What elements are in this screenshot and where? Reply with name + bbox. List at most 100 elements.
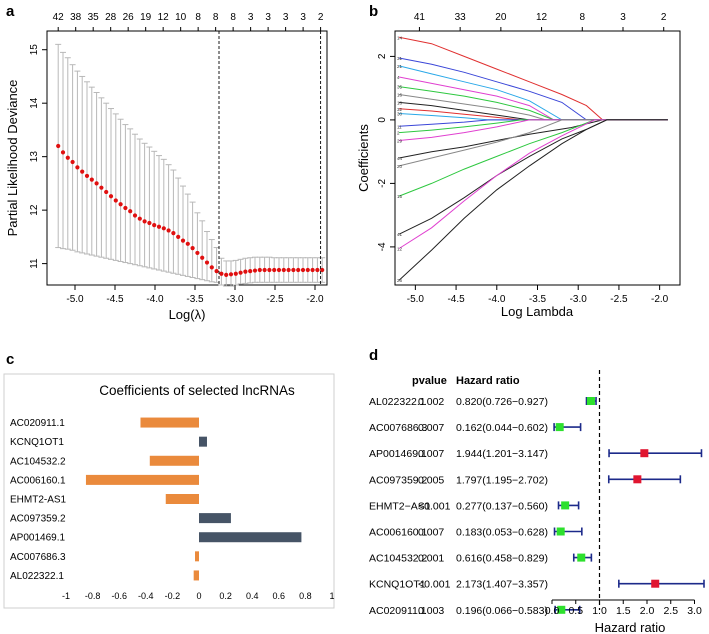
deviance-point	[60, 150, 66, 155]
coef-bar	[193, 570, 199, 581]
x-tick-label: -0.8	[85, 591, 101, 601]
top-tick-label: 28	[105, 12, 117, 23]
deviance-point	[94, 181, 99, 186]
deviance-point	[248, 268, 253, 274]
top-tick-label: 38	[70, 12, 82, 23]
y-tick-label: 2	[377, 53, 388, 59]
top-tick-label: 8	[213, 12, 219, 23]
row-name: AC097359.2	[369, 474, 428, 486]
deviance-points	[56, 143, 325, 277]
chart-border	[3, 373, 335, 609]
category-label: AC097359.2	[10, 514, 66, 525]
x-tick-label: -3.5	[529, 294, 547, 305]
x-tick-label: 0	[196, 591, 201, 601]
top-tick-label: 3	[300, 12, 306, 23]
top-tick-label: 2	[318, 12, 324, 23]
deviance-point	[286, 267, 291, 273]
deviance-point	[276, 267, 282, 273]
y-tick-label: 13	[29, 151, 40, 163]
x-tick-label: -4.0	[146, 294, 164, 305]
x-tick-label: 0.0	[545, 605, 560, 617]
y-tick-label: 0	[377, 117, 388, 123]
forest-marks	[553, 370, 705, 614]
panel-letter-c: c	[6, 351, 14, 368]
row-pvalue: 0.007	[418, 527, 444, 539]
deviance-point	[252, 268, 258, 273]
x-axis-label: Hazard ratio	[595, 620, 666, 634]
deviance-point	[99, 185, 104, 190]
top-tick-label: 33	[455, 12, 467, 23]
row-hr-text: 0.820(0.726−0.927)	[456, 396, 548, 408]
top-tick-label: 3	[265, 12, 271, 23]
deviance-point	[56, 143, 61, 149]
coef-path	[399, 108, 668, 121]
pvalue-header: pvalue	[412, 375, 447, 387]
hr-marker	[561, 501, 570, 510]
x-tick-label: -2.5	[266, 294, 284, 305]
path-label: 35	[397, 85, 403, 90]
category-label: AC007686.3	[10, 552, 66, 563]
x-tick-label: -4.5	[447, 294, 465, 305]
row-pvalue: 0.001	[418, 553, 444, 565]
top-tick-label: 2	[661, 12, 667, 23]
plot-frame	[394, 30, 681, 286]
deviance-point	[296, 267, 301, 273]
y-tick-label: 14	[29, 97, 40, 109]
row-pvalue: 0.002	[418, 396, 444, 408]
x-tick-label: 0.2	[219, 591, 232, 601]
lambda-lines	[218, 31, 322, 285]
coef-path	[398, 119, 668, 167]
x-tick-label: -3.0	[570, 294, 588, 305]
row-name: AP001469.1	[369, 448, 427, 460]
top-tick-label: 35	[88, 12, 100, 23]
deviance-point	[147, 220, 152, 226]
top-tick-label: 42	[53, 12, 65, 23]
top-tick-label: 3	[620, 12, 626, 23]
row-pvalue: 0.003	[418, 605, 444, 617]
x-tick-label: 2.5	[663, 605, 678, 617]
row-pvalue: 0.007	[418, 448, 444, 460]
row-hr-text: 1.944(1.201−3.147)	[456, 448, 548, 460]
coef-bar	[165, 494, 199, 504]
x-tick-label: -0.6	[111, 591, 127, 601]
y-axis: -4 -2 0 2	[377, 53, 395, 251]
y-axis-label: Partial Likelihood Deviance	[5, 80, 20, 237]
y-axis: 11 12 13 14 15	[29, 44, 47, 269]
top-tick-label: 8	[230, 12, 236, 23]
coef-bar	[140, 417, 199, 428]
x-tick-label: 1.0	[592, 605, 607, 617]
category-label: AP001469.1	[10, 533, 65, 544]
deviance-point	[70, 159, 75, 165]
path-label: 29	[397, 139, 403, 144]
panel-letter-d: d	[369, 347, 378, 364]
category-label: AC020911.1	[10, 418, 65, 429]
hazard-ratio-header: Hazard ratio	[456, 375, 520, 387]
row-hr-text: 0.196(0.066−0.583)	[456, 605, 548, 617]
y-tick-label: -2	[377, 179, 388, 188]
x-axis-label: Log Lambda	[501, 304, 574, 319]
x-tick-label: -5.0	[66, 294, 84, 305]
deviance-point	[305, 267, 310, 273]
path-label: 31	[397, 56, 403, 61]
error-bars	[55, 43, 326, 287]
category-label: EHMT2-AS1	[10, 495, 67, 506]
row-hr-text: 0.183(0.053−0.628)	[456, 527, 548, 539]
row-name: AC006160.1	[369, 527, 428, 539]
path-label: 26	[397, 278, 403, 283]
deviance-point	[262, 267, 267, 273]
category-label: AC104532.2	[10, 456, 66, 467]
top-axis: 42 38 35 28 26 19 12 10 8 8 8 3 3 3 3 2	[53, 12, 324, 31]
x-axis: -5.0 -4.5 -4.0 -3.5 -3.0 -2.5 -2.0	[66, 285, 324, 305]
path-label: 18	[397, 100, 403, 105]
coef-path	[399, 119, 668, 159]
top-axis: 41 33 20 12 8 3 2	[414, 12, 667, 31]
category-label: KCNQ1OT1	[10, 437, 64, 448]
hr-marker	[557, 605, 566, 614]
x-axis: -1 -0.8 -0.6 -0.4 -0.2 0 0.2 0.4 0.6 0.8 1	[62, 591, 335, 601]
coef-bar	[85, 474, 199, 485]
path-label: 15	[397, 194, 403, 199]
deviance-point	[315, 267, 320, 273]
deviance-point	[257, 267, 262, 273]
